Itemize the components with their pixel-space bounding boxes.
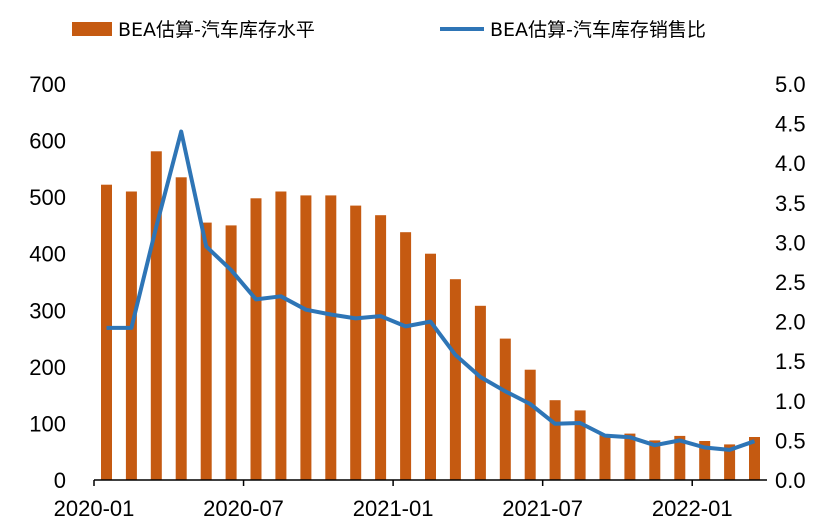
- bar-2022-01: [699, 441, 711, 480]
- left-axis: 0 100 200 300 400 500 600 700: [29, 72, 66, 493]
- bar-2022-03: [749, 437, 760, 480]
- right-tick-label: 2.5: [775, 270, 806, 295]
- bar-2020-01: [101, 184, 112, 480]
- bar-2020-07: [250, 198, 262, 481]
- bar-2020-02: [125, 191, 137, 480]
- right-tick-label: 2.0: [775, 310, 806, 335]
- bar-2020-09: [300, 195, 312, 480]
- left-tick-label: 700: [29, 72, 66, 97]
- bar-2020-12: [375, 215, 387, 480]
- bar-2021-02: [425, 253, 436, 480]
- right-tick-label: 5.0: [775, 72, 806, 97]
- bar-2021-05: [499, 338, 511, 480]
- legend-bar-swatch: [72, 22, 112, 36]
- legend: BEA估算-汽车库存水平 BEA估算-汽车库存销售比: [72, 19, 706, 41]
- right-tick-label: 4.5: [775, 112, 806, 137]
- right-tick-label: 4.0: [775, 151, 806, 176]
- x-tick-label: 2021-07: [502, 496, 583, 521]
- left-tick-label: 0: [54, 468, 66, 493]
- right-tick-label: 0.5: [775, 428, 806, 453]
- bar-2022-02: [724, 444, 736, 480]
- bar-series: [101, 151, 760, 481]
- right-tick-label: 1.5: [775, 349, 806, 374]
- bar-2021-06: [524, 369, 536, 480]
- bar-2021-08: [574, 410, 586, 480]
- bar-2020-11: [350, 205, 362, 480]
- left-tick-label: 300: [29, 298, 66, 323]
- bar-2021-07: [549, 400, 561, 480]
- bar-2021-10: [624, 433, 636, 480]
- bar-2020-08: [275, 191, 287, 480]
- bar-2021-09: [599, 434, 611, 480]
- bar-2020-10: [325, 195, 337, 480]
- right-tick-label: 0.0: [775, 468, 806, 493]
- bar-2020-05: [200, 222, 212, 480]
- bar-2021-01: [400, 232, 412, 480]
- line-series: [106, 129, 756, 452]
- bar-2021-03: [449, 279, 461, 480]
- bar-2021-04: [474, 305, 486, 480]
- bar-2021-12: [674, 435, 686, 480]
- bar-2020-03: [150, 151, 162, 481]
- legend-bar-label: BEA估算-汽车库存水平: [118, 19, 315, 41]
- x-tick-label: 2020-01: [54, 496, 135, 521]
- left-tick-label: 400: [29, 242, 66, 267]
- bar-2020-04: [175, 177, 187, 481]
- x-axis: 2020-01 2020-07 2021-01 2021-07 2022-01: [54, 480, 733, 521]
- bar-2020-06: [225, 225, 237, 480]
- bar-2021-11: [649, 440, 661, 480]
- right-axis: 0.0 0.5 1.0 1.5 2.0 2.5 3.0 3.5 4.0 4.5 5.0: [775, 72, 806, 493]
- left-tick-label: 200: [29, 355, 66, 380]
- right-tick-label: 1.0: [775, 389, 806, 414]
- x-tick-label: 2020-07: [203, 496, 284, 521]
- right-tick-label: 3.5: [775, 191, 806, 216]
- legend-line-label: BEA估算-汽车库存销售比: [490, 19, 706, 41]
- left-tick-label: 600: [29, 129, 66, 154]
- x-tick-label: 2022-01: [652, 496, 733, 521]
- right-tick-label: 3.0: [775, 230, 806, 255]
- left-tick-label: 100: [29, 411, 66, 436]
- left-tick-label: 500: [29, 185, 66, 210]
- x-tick-label: 2021-01: [353, 496, 434, 521]
